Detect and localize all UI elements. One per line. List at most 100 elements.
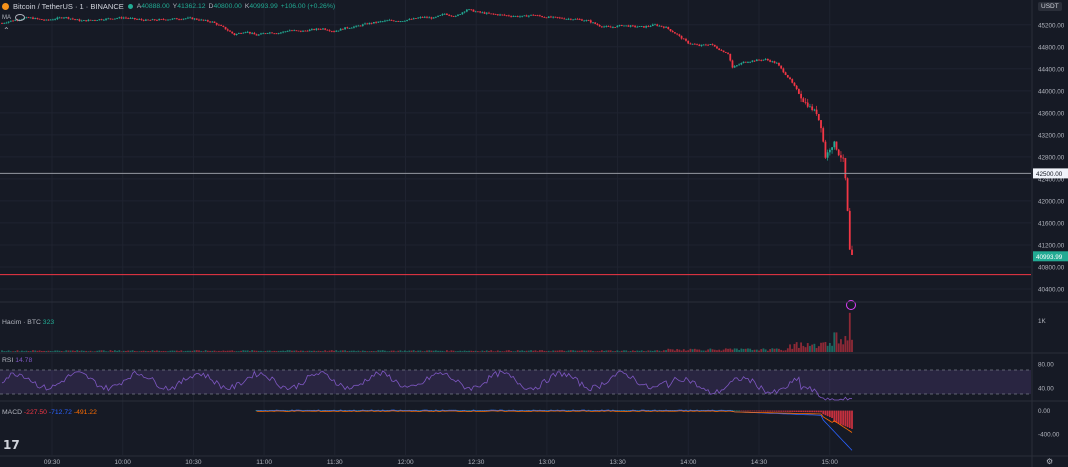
candle xyxy=(111,18,114,20)
macd-bar xyxy=(764,410,767,412)
candle xyxy=(488,12,490,14)
candle xyxy=(417,17,420,19)
candle xyxy=(224,26,227,30)
candle xyxy=(545,17,548,19)
volume-bar xyxy=(226,350,229,352)
volume-bar xyxy=(344,350,346,352)
candle xyxy=(731,60,734,68)
candle xyxy=(587,20,590,22)
candle xyxy=(158,19,161,21)
volume-bar xyxy=(364,350,366,352)
candle xyxy=(784,72,787,76)
market-status-icon xyxy=(127,3,133,9)
candle xyxy=(492,13,495,15)
candle xyxy=(38,18,41,20)
candle xyxy=(288,30,291,32)
volume-bar xyxy=(71,350,74,352)
macd-bar xyxy=(758,410,760,412)
volume-bar xyxy=(716,350,718,352)
volume-bar xyxy=(543,350,546,352)
volume-bar xyxy=(481,350,484,352)
macd-bar xyxy=(355,410,358,412)
volume-bar xyxy=(740,348,743,352)
volume-bar xyxy=(198,350,200,352)
macd-bar xyxy=(687,410,690,412)
volume-bar xyxy=(32,350,34,352)
candle xyxy=(479,11,482,13)
candle xyxy=(136,19,138,20)
volume-bar xyxy=(118,350,121,352)
currency-selector[interactable]: USDT xyxy=(1038,2,1062,11)
candle xyxy=(640,26,643,27)
candle xyxy=(629,25,632,27)
volume-bar xyxy=(359,351,362,352)
candle xyxy=(527,15,530,17)
candle xyxy=(583,20,586,22)
candle xyxy=(67,17,70,19)
volume-bar xyxy=(685,350,687,352)
macd-bar xyxy=(465,410,468,412)
volume-bar xyxy=(350,350,353,352)
volume-bar xyxy=(824,341,827,352)
volume-bar xyxy=(769,349,771,352)
candle xyxy=(563,18,566,20)
candle xyxy=(470,9,473,11)
collapse-chevron-icon[interactable]: ⌃ xyxy=(3,26,10,35)
candle xyxy=(32,17,34,19)
volume-bar xyxy=(335,350,338,352)
volume-bar xyxy=(437,350,439,352)
volume-bar xyxy=(189,350,192,352)
eye-icon[interactable] xyxy=(15,14,25,21)
symbol-title[interactable]: Bitcoin / TetherUS · 1 · BINANCE xyxy=(13,1,124,11)
macd-bar xyxy=(835,410,838,423)
candle xyxy=(147,19,149,21)
candle xyxy=(709,44,712,45)
volume-bar xyxy=(747,348,749,352)
candle xyxy=(833,141,836,148)
candle xyxy=(386,20,389,22)
macd-bar xyxy=(733,410,736,412)
candle xyxy=(521,15,524,17)
settings-gear-icon[interactable]: ⚙ xyxy=(1046,457,1054,466)
macd-bar xyxy=(809,410,811,413)
candle xyxy=(711,44,714,45)
candle xyxy=(749,61,752,63)
candle xyxy=(392,20,395,22)
ma-indicator-row[interactable]: MA xyxy=(2,14,25,21)
candle xyxy=(45,19,48,21)
volume-bar xyxy=(638,350,641,352)
candle xyxy=(426,16,428,18)
last-price-label-bg xyxy=(1033,251,1068,262)
volume-bar xyxy=(545,351,548,352)
candle xyxy=(244,32,247,33)
volume-bar xyxy=(662,350,665,352)
candle xyxy=(91,20,94,21)
volume-bar xyxy=(472,350,475,352)
y-tick-label: 44800.00 xyxy=(1038,44,1065,51)
volume-bar xyxy=(784,350,787,352)
volume-bar xyxy=(60,351,63,352)
volume-bar xyxy=(315,351,318,352)
volume-bar xyxy=(842,344,845,352)
candle xyxy=(291,30,293,32)
candle xyxy=(215,22,218,25)
macd-bar xyxy=(740,410,743,412)
volume-bar xyxy=(474,350,477,352)
candle xyxy=(122,17,125,19)
x-tick-label: 12:00 xyxy=(397,459,414,466)
volume-bar xyxy=(231,350,234,352)
volume-bar xyxy=(266,350,269,352)
candle xyxy=(671,30,674,33)
macd-bar xyxy=(817,410,820,413)
x-tick-label: 09:30 xyxy=(44,459,61,466)
candle xyxy=(319,29,322,30)
candle xyxy=(828,149,831,153)
candle xyxy=(255,34,258,36)
candle xyxy=(69,18,72,20)
volume-bar xyxy=(729,348,732,352)
candle xyxy=(454,15,457,17)
volume-bar xyxy=(260,350,262,352)
volume-bar xyxy=(806,343,809,352)
volume-bar xyxy=(299,350,302,352)
